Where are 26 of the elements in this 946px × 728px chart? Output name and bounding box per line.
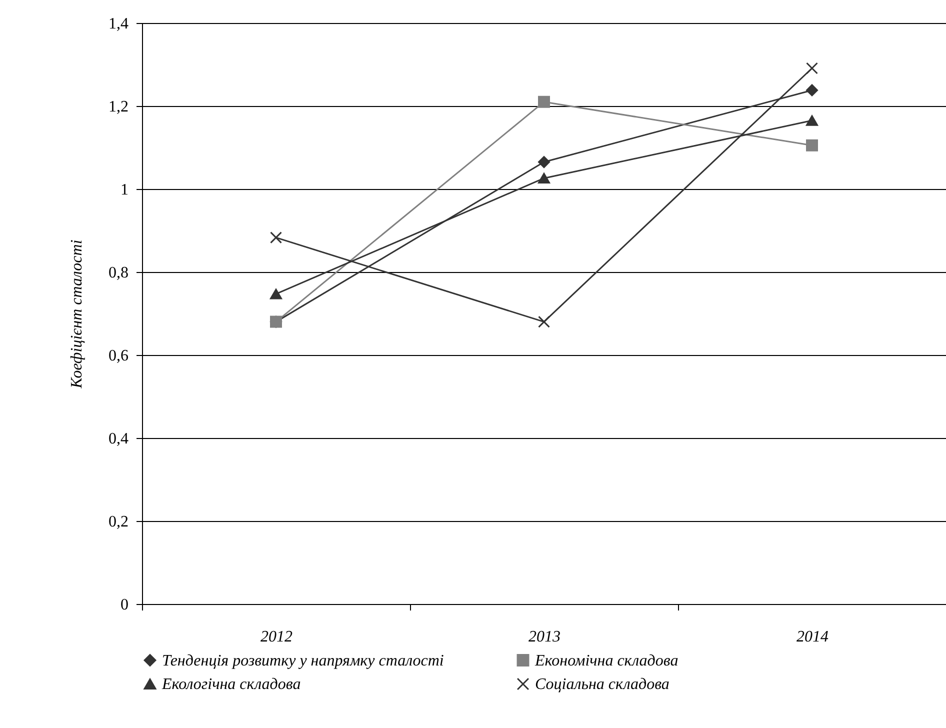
y-tick-label: 0,2 xyxy=(108,514,128,530)
y-tick-label: 0,4 xyxy=(108,430,128,448)
y-tick-label: 1 xyxy=(120,182,128,198)
point xyxy=(806,115,818,126)
point xyxy=(538,156,550,168)
y-tick-label: 1,4 xyxy=(108,16,128,32)
point xyxy=(270,288,282,300)
point xyxy=(538,96,550,108)
y-axis-title: Коефіцієнт сталості xyxy=(68,240,86,390)
x-tick-label: 2013 xyxy=(528,628,560,646)
legend-label: Тенденція розвитку у напрямку сталості xyxy=(162,652,444,670)
x-tick-label: 2012 xyxy=(260,628,292,646)
y-tick-label: 0,6 xyxy=(108,348,128,364)
legend-label: Екологічна складова xyxy=(161,676,301,693)
point xyxy=(538,172,550,184)
point xyxy=(806,84,818,96)
point xyxy=(806,62,818,74)
y-tick-label: 0,8 xyxy=(108,264,128,282)
x-tick-label: 2014 xyxy=(796,628,828,646)
point xyxy=(270,232,282,244)
point xyxy=(538,316,550,328)
y-tick-label: 1,2 xyxy=(108,98,128,116)
y-tick-label: 0 xyxy=(120,596,128,614)
legend-label: Економічна складова xyxy=(534,652,678,670)
legend-label: Соціальна складова xyxy=(535,676,670,693)
point xyxy=(806,139,818,152)
